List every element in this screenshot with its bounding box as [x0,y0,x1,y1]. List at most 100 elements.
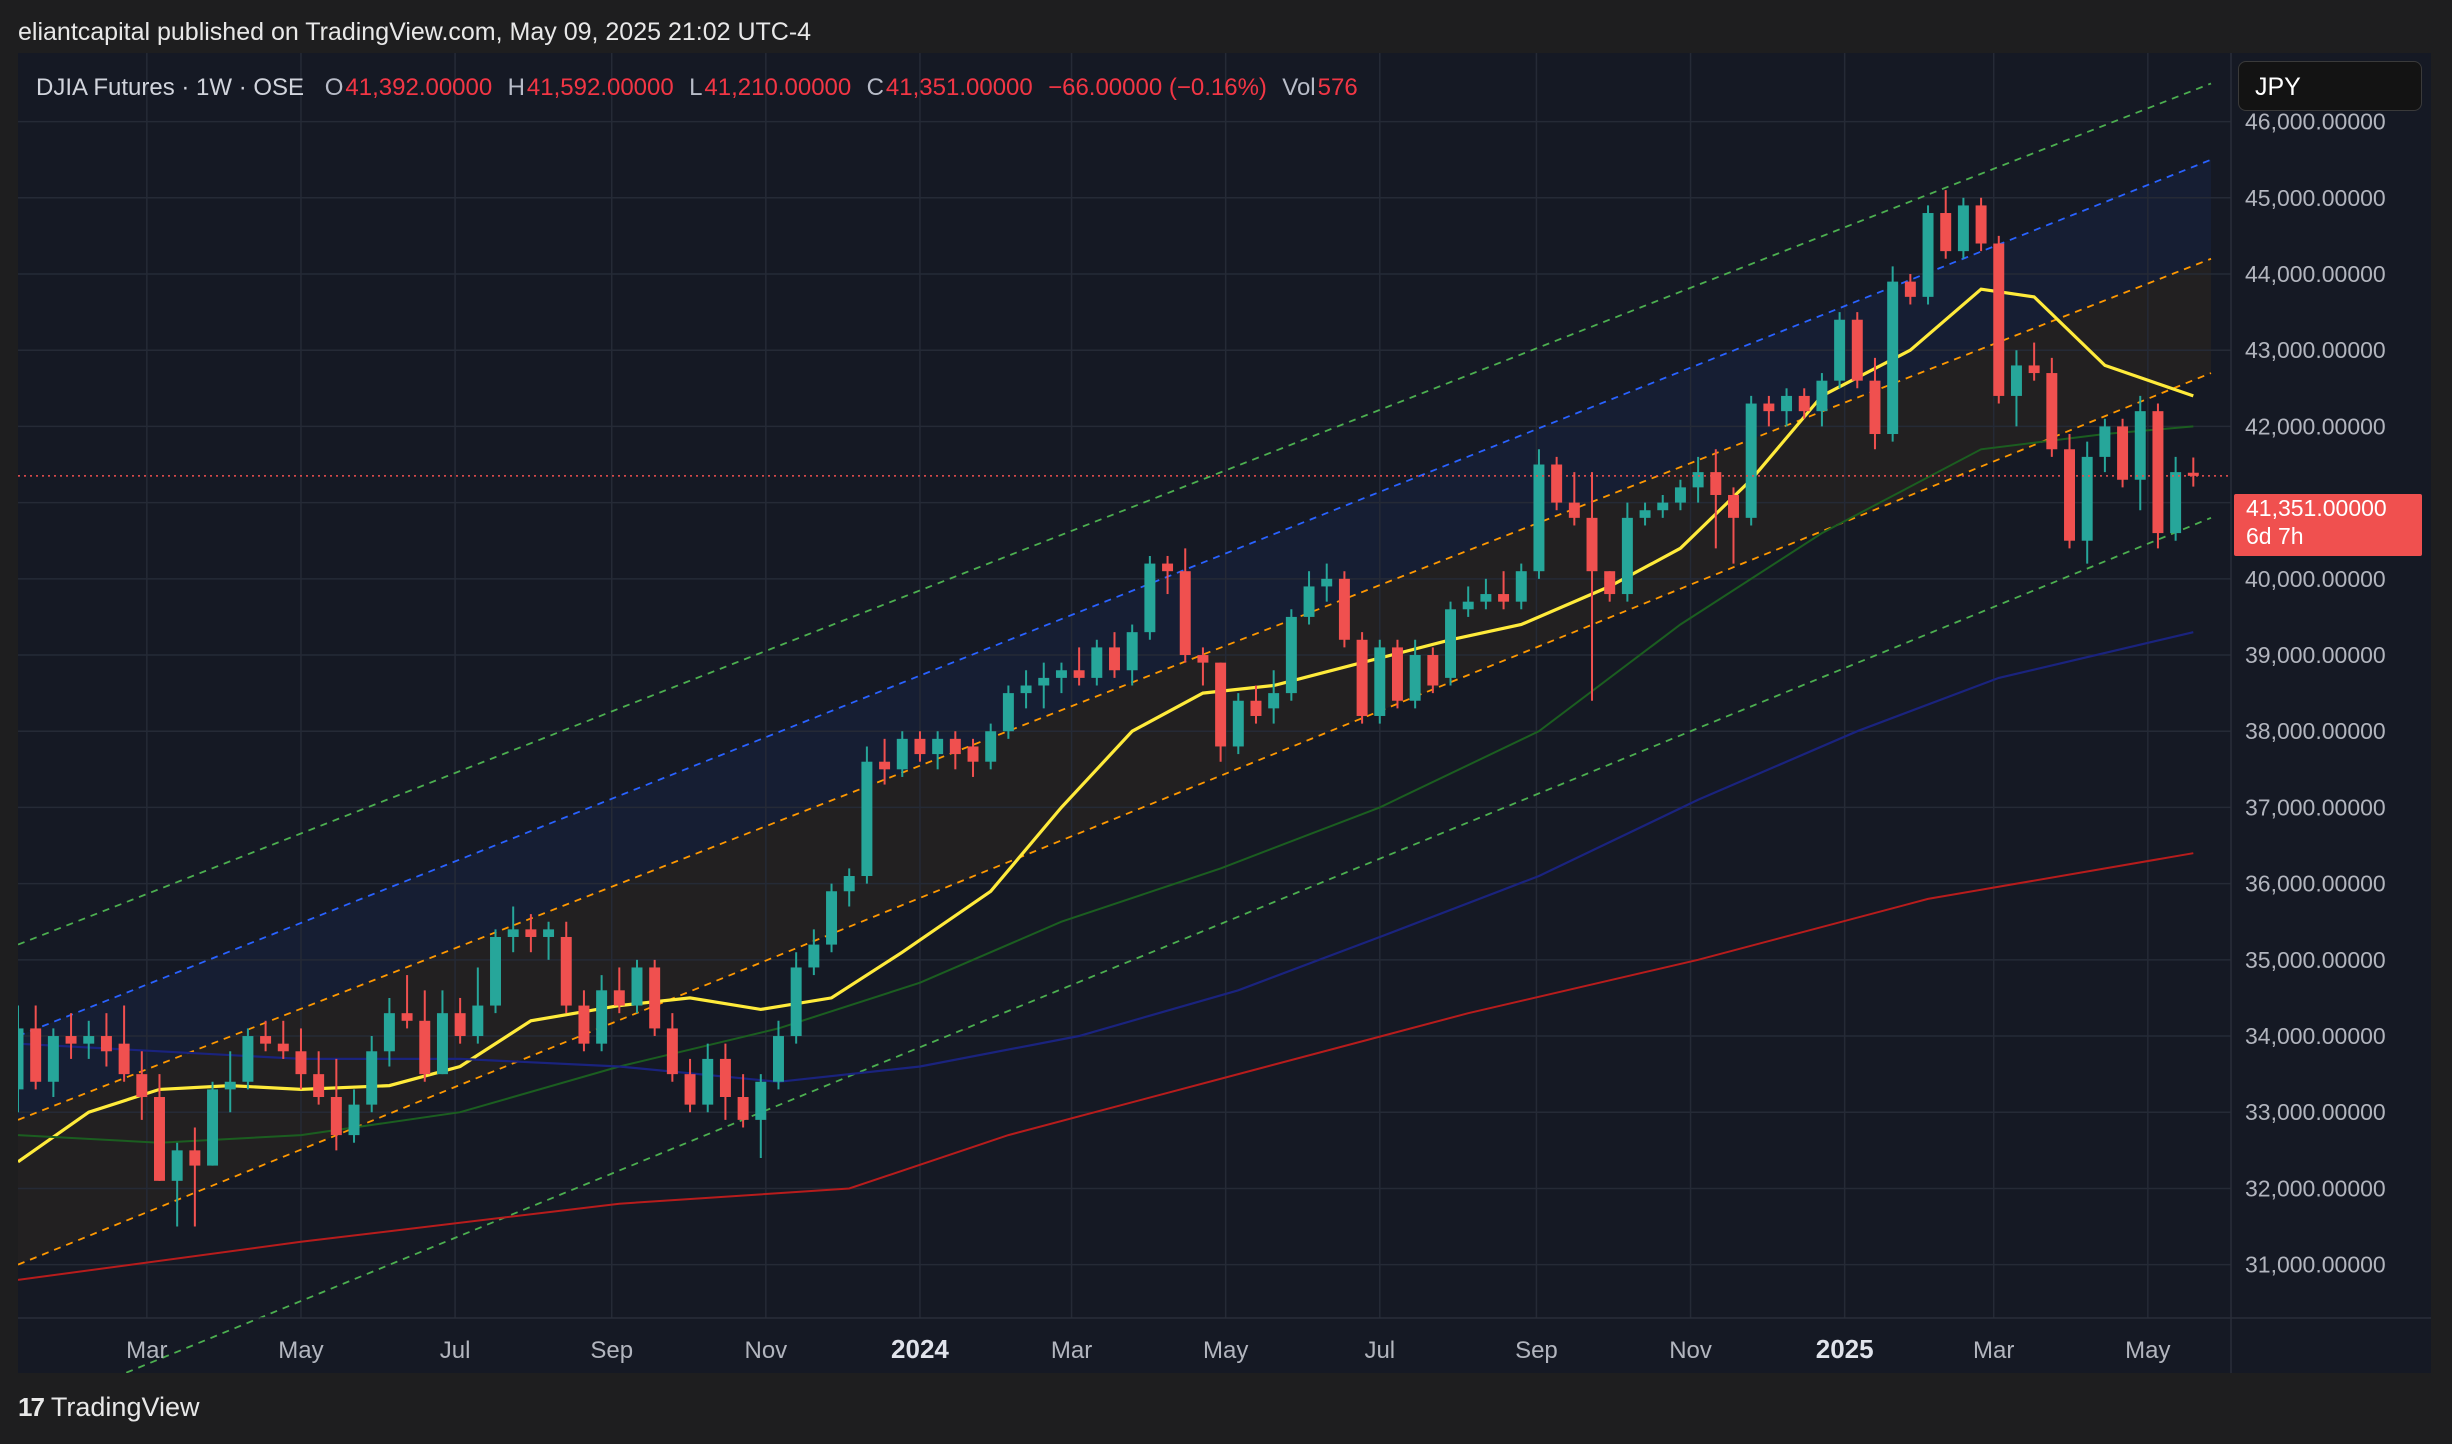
candle-body [1674,487,1686,503]
candle-body [277,1043,289,1052]
channel-line-1 [18,158,2212,1037]
candle-body [843,876,855,892]
candle-body [1922,213,1934,297]
x-tick-label: May [278,1337,323,1364]
y-tick-label: 45,000.00000 [2245,185,2386,211]
candle-body [790,967,802,1037]
candle-body [1834,319,1846,381]
candle-body [2028,365,2040,374]
candle-body [631,967,643,1006]
y-tick-label: 40,000.00000 [2245,566,2386,592]
candle-body [1321,578,1333,587]
candle-body [1250,700,1262,716]
candle-body [454,1013,466,1037]
candle-body [596,990,608,1044]
candle-body [666,1028,678,1075]
volume-label: Vol [1282,74,1316,101]
candle-body [1409,655,1421,701]
price-chart[interactable]: 31,000.00000 32,000.00000 33,000.00000 34,0… [18,53,2431,1373]
y-tick-label: 38,000.00000 [2245,718,2386,744]
candle-body [366,1051,378,1105]
candle-body [1091,647,1103,678]
open-label: O [324,74,344,101]
x-tick-label: Mar [126,1337,167,1364]
y-tick-label: 43,000.00000 [2245,337,2386,363]
candle-body [1781,395,1793,412]
candle-body [1816,380,1828,412]
candle-body [1109,647,1120,671]
candle-body [1002,693,1014,732]
candle-body [1993,243,2005,396]
candle-body [1745,403,1757,518]
candle-body [436,1013,448,1075]
close-value: 41,351.00000 [885,74,1033,101]
high-label: H [507,74,525,101]
y-tick-label: 37,000.00000 [2245,794,2386,820]
candle-body [1374,647,1386,716]
candle-body [1639,510,1651,518]
candle-body [1179,571,1191,656]
candle-body [949,738,961,755]
candle-body [507,929,519,937]
candle-body [295,1051,307,1075]
y-tick-label: 46,000.00000 [2245,109,2386,135]
high-value: 41,592.00000 [526,74,674,101]
volume-value: 576 [1317,74,1358,101]
ohlc-legend: DJIA Futures · 1W · OSE O41,392.00000 H4… [36,74,1360,102]
last-price-tag: 41,351.00000 6d 7h [2234,494,2422,556]
candle-body [861,761,873,877]
candle-body [1073,670,1085,678]
candle-body [330,1097,342,1136]
candle-body [1303,586,1315,617]
candle-body [1445,609,1457,678]
candle-body [1197,655,1209,663]
low-label: L [689,74,703,101]
candle-body [1480,594,1492,602]
moving-average-2 [18,631,2194,1083]
candle-body [1533,464,1545,572]
open-value: 41,392.00000 [345,74,493,101]
candle-body [719,1058,731,1098]
candle-body [808,944,820,968]
candle-body [419,1020,431,1075]
candle-body [967,746,979,762]
x-tick-label: 2024 [891,1334,949,1364]
candle-body [896,738,908,770]
candle-body [1162,563,1174,572]
candle-body [1940,213,1952,252]
candle-body [490,936,501,1006]
candle-body [472,1005,484,1037]
candle-body [613,990,625,1006]
channel-line-3 [18,372,2212,1266]
candle-body [136,1074,148,1098]
candle-body [2152,411,2164,534]
candle-body [1851,319,1863,381]
candle-body [224,1081,236,1090]
candle-body [260,1036,272,1044]
candle-body [2081,456,2093,541]
candle-body [1020,685,1032,694]
last-price-value: 41,351.00000 [2246,495,2387,521]
candle-body [932,738,944,755]
candle-body [755,1081,767,1120]
candle-body [649,967,661,1029]
candle-body [1268,693,1280,709]
candle-body [30,1028,42,1082]
candle-body [118,1043,130,1075]
candle-body [1391,647,1403,701]
chart-area[interactable]: 31,000.00000 32,000.00000 33,000.00000 34,0… [18,53,2431,1373]
footer-brand[interactable]: 17 TradingView [18,1392,200,1423]
candle-body [525,929,537,937]
candle-body [1038,677,1050,686]
candle-body [1798,395,1810,412]
channel-line-2 [18,257,2212,1121]
candle-body [242,1036,254,1082]
channel-line-0 [18,82,2212,946]
candle-body [1728,494,1739,518]
low-value: 41,210.00000 [704,74,852,101]
candle-body [1763,403,1775,412]
symbol-label[interactable]: DJIA Futures · 1W · OSE [36,74,305,101]
y-tick-label: 32,000.00000 [2245,1175,2386,1201]
candle-body [65,1036,77,1044]
currency-button[interactable]: JPY [2238,61,2422,111]
